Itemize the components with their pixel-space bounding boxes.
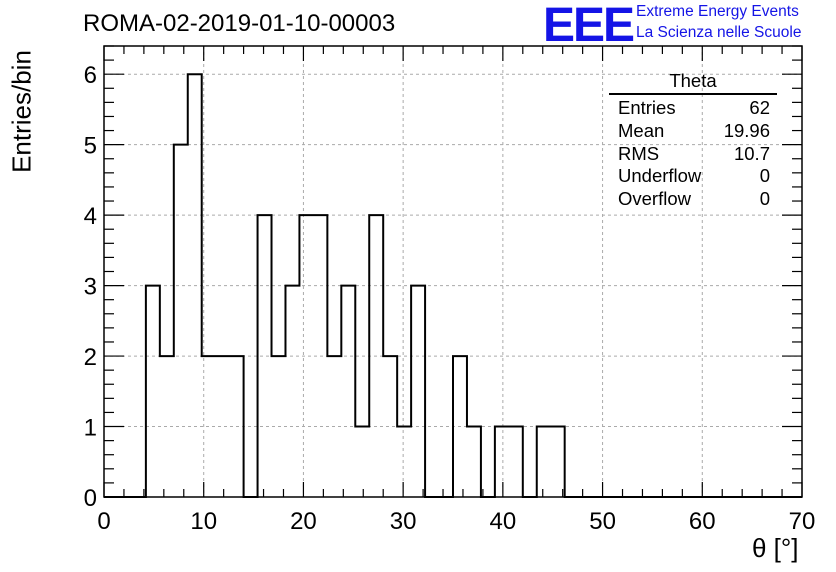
stats-label: Entries: [618, 97, 676, 118]
histogram-outline: [104, 73, 802, 498]
histogram-bin: [341, 286, 355, 497]
histogram-bin: [285, 286, 299, 497]
histogram-bin: [369, 215, 383, 497]
histogram-bin: [272, 356, 286, 497]
logo-line-2: La Scienza nelle Scuole: [636, 24, 802, 41]
x-tick-label: 10: [190, 508, 217, 535]
stats-value: 19.96: [723, 119, 770, 141]
histogram-bin: [397, 427, 411, 497]
stats-label: RMS: [618, 142, 660, 164]
stats-label: Underflow: [618, 165, 702, 187]
stats-value: 62: [749, 97, 770, 118]
stats-row-entries: Entries 62: [609, 97, 777, 120]
histogram-bin: [495, 427, 509, 497]
histogram-bin: [230, 356, 244, 497]
histogram-bin: [537, 427, 551, 497]
stats-row-overflow: Overflow 0: [609, 188, 777, 211]
y-tick-label: 3: [84, 274, 97, 301]
histogram-bin: [174, 145, 188, 497]
stats-row-mean: Mean 19.96: [609, 120, 777, 143]
eee-logo: EEE: [543, 0, 635, 52]
stats-label: Overflow: [618, 188, 691, 210]
y-tick-label: 0: [84, 485, 97, 512]
x-tick-label: 20: [290, 508, 317, 535]
histogram-bin: [216, 356, 230, 497]
x-tick-label: 0: [97, 508, 110, 535]
x-axis-label: θ [°]: [752, 533, 799, 563]
stats-value: 0: [759, 188, 770, 210]
histogram-bin: [299, 215, 313, 497]
histogram-bin: [467, 427, 481, 497]
histogram-bin: [146, 286, 160, 497]
stats-row-rms: RMS 10.7: [609, 143, 777, 166]
x-tick-label: 30: [390, 508, 417, 535]
x-tick-label: 60: [689, 508, 716, 535]
histogram-bin: [411, 286, 425, 497]
x-tick-label: 40: [490, 508, 517, 535]
stats-row-underflow: Underflow 0: [609, 165, 777, 188]
y-tick-label: 1: [84, 415, 97, 442]
y-tick-label: 5: [84, 133, 97, 160]
histogram-bin: [383, 356, 397, 497]
x-tick-label: 50: [589, 508, 616, 535]
histogram-bin: [453, 356, 467, 497]
logo-line-1: Extreme Energy Events: [636, 3, 799, 20]
y-tick-label: 6: [84, 62, 97, 89]
histogram-bin: [313, 215, 327, 497]
histogram-bin: [509, 427, 523, 497]
histogram-bin: [355, 427, 369, 497]
stats-box: Theta Entries 62 Mean 19.96 RMS 10.7 Und…: [609, 70, 777, 211]
stats-label: Mean: [618, 119, 665, 141]
histogram-bin: [551, 427, 565, 497]
histogram-bin: [188, 74, 202, 497]
histogram-bin: [160, 356, 174, 497]
stats-value: 10.7: [733, 142, 770, 164]
stats-title: Theta: [609, 70, 777, 95]
y-tick-label: 2: [84, 344, 97, 371]
plot-title: ROMA-02-2019-01-10-00003: [83, 10, 396, 37]
histogram-bin: [202, 356, 216, 497]
x-tick-label: 70: [789, 508, 816, 535]
stats-value: 0: [759, 165, 770, 187]
y-tick-label: 4: [84, 203, 97, 230]
histogram-bin: [258, 215, 272, 497]
histogram-bin: [327, 356, 341, 497]
